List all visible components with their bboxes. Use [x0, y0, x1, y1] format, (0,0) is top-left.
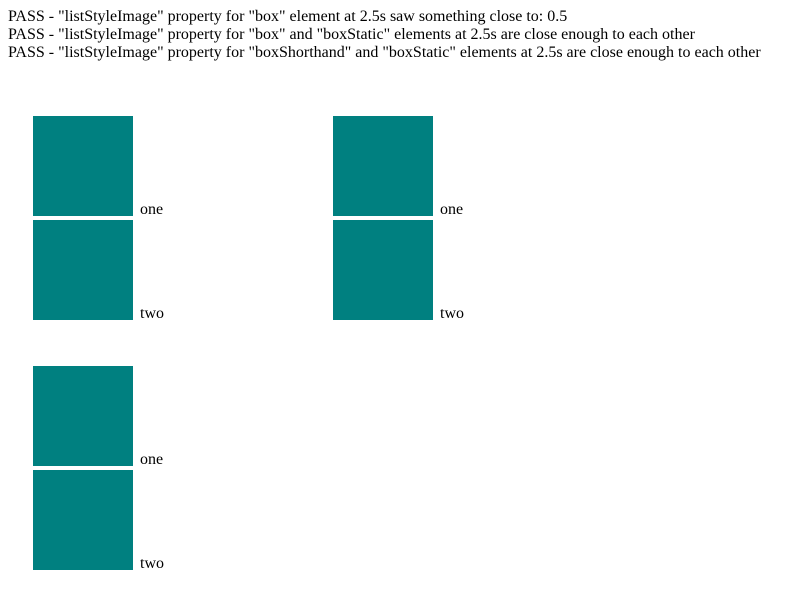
test-results: PASS - "listStyleImage" property for "bo… — [8, 8, 761, 62]
list-item-label: two — [140, 305, 164, 322]
list-item-label: one — [440, 201, 464, 218]
list-item: one — [33, 116, 233, 218]
list-item-label: one — [140, 201, 164, 218]
list-item-label: two — [440, 305, 464, 322]
list-item: two — [33, 220, 233, 322]
list-item: two — [33, 470, 233, 572]
list-marker-image — [333, 116, 433, 216]
list-item-label: one — [140, 451, 164, 468]
result-line: PASS - "listStyleImage" property for "bo… — [8, 26, 695, 43]
list-marker-image — [33, 220, 133, 320]
list-marker-image — [333, 220, 433, 320]
list-marker-image — [33, 470, 133, 570]
result-line: PASS - "listStyleImage" property for "bo… — [8, 8, 568, 25]
box-static-list: one two — [333, 116, 533, 326]
box-shorthand-list: one two — [33, 366, 233, 576]
list-item-label: two — [140, 555, 164, 572]
list-marker-image — [33, 366, 133, 466]
box-list: one two — [33, 116, 233, 326]
list-item: one — [33, 366, 233, 468]
list-item: one — [333, 116, 533, 218]
list-item: two — [333, 220, 533, 322]
result-line: PASS - "listStyleImage" property for "bo… — [8, 44, 761, 61]
list-marker-image — [33, 116, 133, 216]
